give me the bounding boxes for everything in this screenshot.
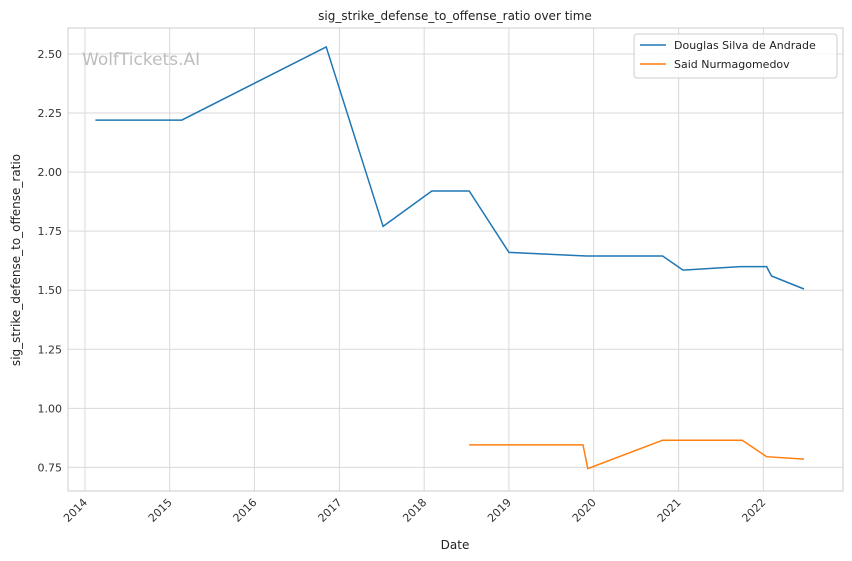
legend-frame bbox=[633, 33, 838, 79]
y-tick-labels: 0.75 1.00 1.25 1.50 1.75 2.00 2.25 2.50 bbox=[38, 48, 63, 474]
x-grid bbox=[84, 28, 764, 491]
y-tick-label: 2.00 bbox=[38, 166, 63, 179]
x-tick-label: 2018 bbox=[400, 496, 429, 525]
y-axis-title: sig_strike_defense_to_offense_ratio bbox=[9, 154, 23, 366]
x-tick-label: 2014 bbox=[61, 496, 90, 525]
y-tick-label: 1.25 bbox=[38, 343, 63, 356]
legend: Douglas Silva de Andrade Said Nurmagomed… bbox=[633, 33, 838, 79]
y-tick-label: 1.50 bbox=[38, 284, 63, 297]
x-tick-label: 2022 bbox=[739, 496, 768, 525]
y-tick-label: 2.50 bbox=[38, 48, 63, 61]
series-line-said bbox=[469, 439, 805, 470]
x-tick-label: 2020 bbox=[570, 496, 599, 525]
legend-label-said: Said Nurmagomedov bbox=[674, 58, 790, 71]
y-grid bbox=[68, 53, 843, 468]
x-tick-label: 2021 bbox=[655, 496, 684, 525]
x-tick-label: 2017 bbox=[316, 496, 345, 525]
y-tick-label: 1.00 bbox=[38, 402, 63, 415]
chart-title: sig_strike_defense_to_offense_ratio over… bbox=[318, 9, 592, 23]
x-axis-title: Date bbox=[441, 538, 470, 552]
plot-frame bbox=[67, 27, 844, 492]
x-tick-label: 2016 bbox=[231, 496, 260, 525]
x-tick-label: 2015 bbox=[146, 496, 175, 525]
watermark: WolfTickets.AI bbox=[82, 50, 200, 70]
y-tick-label: 0.75 bbox=[38, 461, 63, 474]
y-tick-label: 1.75 bbox=[38, 225, 63, 238]
x-tick-labels: 2014 2015 2016 2017 2018 2019 2020 2021 2022 bbox=[61, 496, 768, 525]
legend-label-douglas: Douglas Silva de Andrade bbox=[674, 39, 816, 52]
series-line-douglas bbox=[95, 45, 805, 290]
y-tick-label: 2.25 bbox=[38, 107, 63, 120]
series-layer bbox=[95, 45, 805, 470]
x-tick-label: 2019 bbox=[485, 496, 514, 525]
